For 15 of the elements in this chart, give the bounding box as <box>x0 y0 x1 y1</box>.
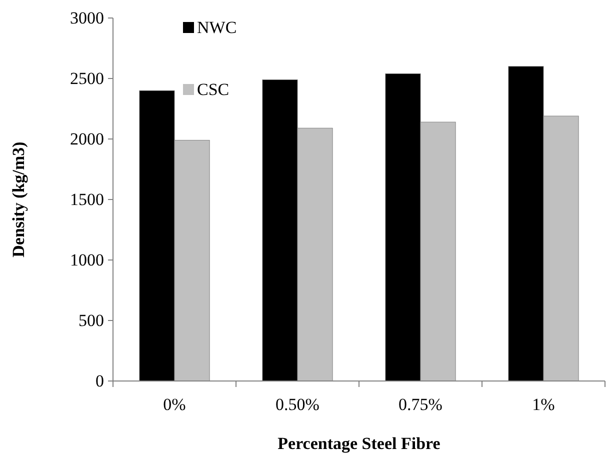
y-tick-label: 1000 <box>70 250 104 270</box>
y-tick-label: 3000 <box>70 8 104 28</box>
y-tick-label: 500 <box>78 310 104 330</box>
y-tick-label: 2500 <box>70 68 104 88</box>
x-tick-label: 0% <box>163 395 186 414</box>
x-axis-title: Percentage Steel Fibre <box>278 434 441 453</box>
y-tick-label: 0 <box>96 371 104 390</box>
legend-label: CSC <box>197 80 230 99</box>
x-tick-label: 0.50% <box>276 395 320 414</box>
y-tick-label: 2000 <box>70 129 104 148</box>
legend-label: NWC <box>197 18 237 37</box>
y-tick-label: 1500 <box>70 190 104 209</box>
y-axis-title: Density (kg/m3) <box>9 142 28 258</box>
x-tick-label: 0.75% <box>398 395 442 414</box>
x-tick-label: 1% <box>532 395 555 414</box>
